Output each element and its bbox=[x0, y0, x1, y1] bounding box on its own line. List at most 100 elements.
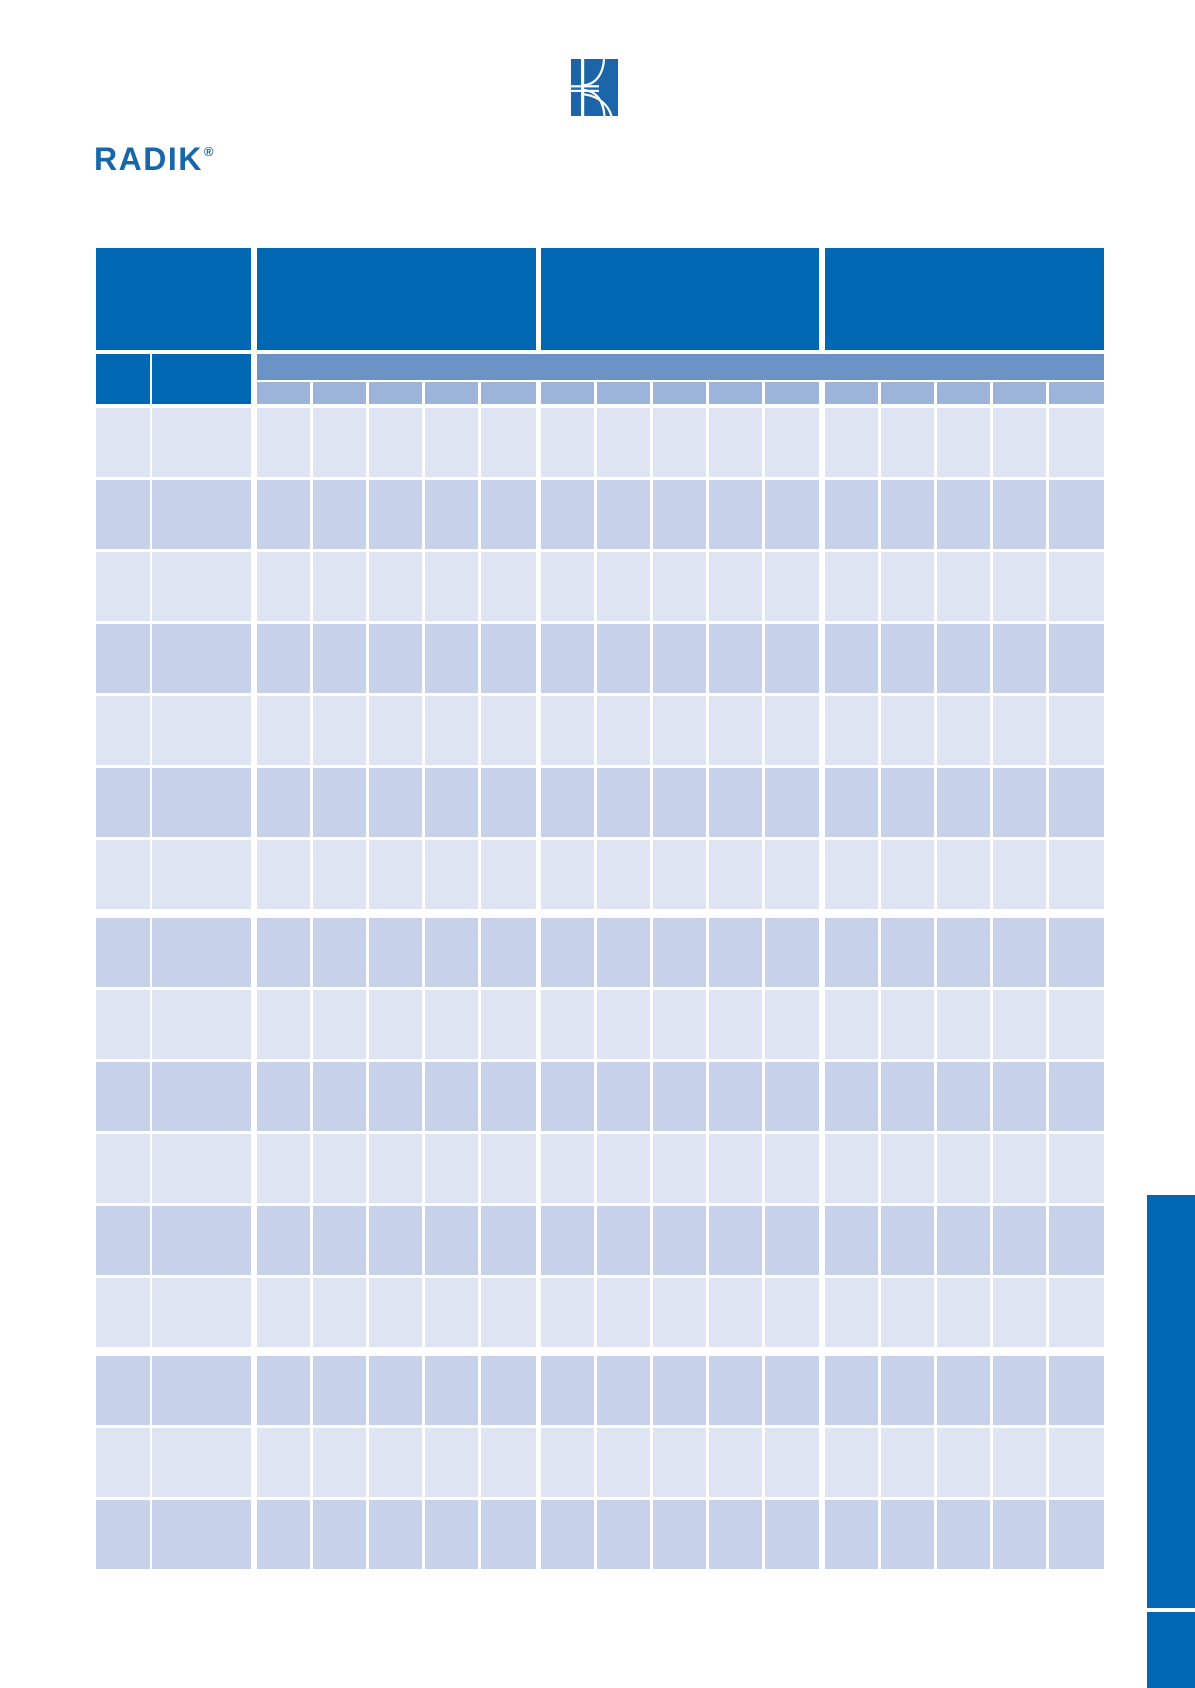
row-type-cell bbox=[96, 1278, 150, 1347]
table-cell bbox=[257, 918, 310, 987]
table-cell bbox=[597, 408, 650, 477]
table-cell bbox=[257, 1500, 310, 1569]
table-cell bbox=[1049, 840, 1104, 909]
table-cell bbox=[1049, 552, 1104, 621]
row-type-cell bbox=[96, 768, 150, 837]
table-cell bbox=[765, 1356, 819, 1425]
table-cell bbox=[653, 408, 706, 477]
table-cell bbox=[541, 1278, 594, 1347]
subheader-tick-cell bbox=[541, 382, 594, 404]
row-size-cell bbox=[152, 408, 251, 477]
table-cell bbox=[425, 1206, 478, 1275]
table-cell bbox=[369, 840, 422, 909]
table-cell bbox=[881, 768, 934, 837]
table-cell bbox=[653, 1062, 706, 1131]
table-cell bbox=[709, 768, 762, 837]
table-cell bbox=[1049, 408, 1104, 477]
subheader-tick-cell bbox=[313, 382, 366, 404]
table-cell bbox=[709, 1356, 762, 1425]
table-cell bbox=[313, 840, 366, 909]
table-cell bbox=[653, 1134, 706, 1203]
table-cell bbox=[653, 552, 706, 621]
radiator-data-table bbox=[96, 248, 1104, 1569]
table-cell bbox=[653, 1428, 706, 1497]
row-size-cell bbox=[152, 552, 251, 621]
row-type-cell bbox=[96, 696, 150, 765]
table-cell bbox=[481, 552, 536, 621]
table-cell bbox=[825, 408, 878, 477]
row-size-cell bbox=[152, 624, 251, 693]
table-row bbox=[96, 408, 1104, 477]
table-cell bbox=[597, 552, 650, 621]
subheader-tick-cell bbox=[653, 382, 706, 404]
table-cell bbox=[993, 1500, 1046, 1569]
table-cell bbox=[541, 840, 594, 909]
subheader-tick-cell bbox=[481, 382, 536, 404]
table-cell bbox=[993, 1356, 1046, 1425]
table-cell bbox=[993, 408, 1046, 477]
table-cell bbox=[765, 1278, 819, 1347]
table-cell bbox=[825, 480, 878, 549]
table-cell bbox=[1049, 1356, 1104, 1425]
table-cell bbox=[765, 1428, 819, 1497]
table-row bbox=[96, 552, 1104, 621]
table-cell bbox=[541, 552, 594, 621]
table-cell bbox=[481, 1428, 536, 1497]
table-cell bbox=[937, 1206, 990, 1275]
table-cell bbox=[597, 1206, 650, 1275]
table-cell bbox=[993, 990, 1046, 1059]
table-cell bbox=[825, 1278, 878, 1347]
table-header-row bbox=[96, 248, 1104, 350]
table-cell bbox=[709, 552, 762, 621]
table-cell bbox=[937, 1278, 990, 1347]
table-cell bbox=[541, 1134, 594, 1203]
table-cell bbox=[881, 990, 934, 1059]
table-cell bbox=[425, 408, 478, 477]
table-cell bbox=[993, 552, 1046, 621]
table-cell bbox=[881, 1134, 934, 1203]
table-cell bbox=[653, 840, 706, 909]
table-cell bbox=[765, 990, 819, 1059]
table-cell bbox=[541, 1428, 594, 1497]
radik-logo-text: RADIK bbox=[94, 141, 203, 177]
table-cell bbox=[765, 768, 819, 837]
table-cell bbox=[425, 552, 478, 621]
table-cell bbox=[481, 1500, 536, 1569]
table-row bbox=[96, 1062, 1104, 1131]
row-size-cell bbox=[152, 1062, 251, 1131]
header-group-3 bbox=[825, 248, 1104, 350]
table-cell bbox=[993, 1428, 1046, 1497]
table-cell bbox=[1049, 768, 1104, 837]
table-cell bbox=[937, 408, 990, 477]
table-cell bbox=[597, 1278, 650, 1347]
table-cell bbox=[597, 840, 650, 909]
table-cell bbox=[709, 1206, 762, 1275]
subheader-band-wrap bbox=[257, 354, 1104, 404]
table-cell bbox=[481, 1206, 536, 1275]
table-cell bbox=[481, 408, 536, 477]
row-size-cell bbox=[152, 1278, 251, 1347]
subheader-tick-cell bbox=[369, 382, 422, 404]
subheader-tick-cell bbox=[825, 382, 878, 404]
table-cell bbox=[765, 918, 819, 987]
header-group-1 bbox=[257, 248, 536, 350]
table-cell bbox=[313, 918, 366, 987]
table-cell bbox=[1049, 1428, 1104, 1497]
table-cell bbox=[257, 552, 310, 621]
table-cell bbox=[709, 1134, 762, 1203]
table-cell bbox=[653, 918, 706, 987]
table-cell bbox=[369, 1500, 422, 1569]
table-cell bbox=[993, 1206, 1046, 1275]
table-cell bbox=[369, 1428, 422, 1497]
table-cell bbox=[257, 768, 310, 837]
table-cell bbox=[369, 1134, 422, 1203]
table-cell bbox=[881, 552, 934, 621]
subheader-tick-cell bbox=[1049, 382, 1104, 404]
table-cell bbox=[825, 552, 878, 621]
table-cell bbox=[937, 1500, 990, 1569]
table-cell bbox=[257, 1278, 310, 1347]
table-cell bbox=[313, 768, 366, 837]
table-cell bbox=[825, 990, 878, 1059]
table-cell bbox=[765, 840, 819, 909]
